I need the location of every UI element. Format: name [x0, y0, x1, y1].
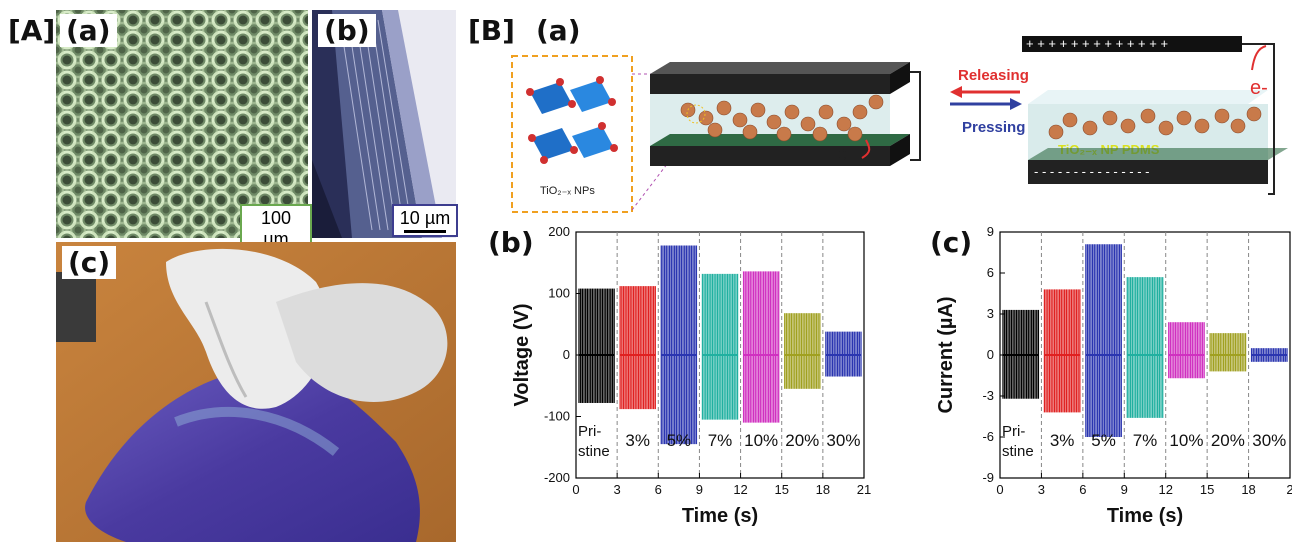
segment-label: 3% [1050, 431, 1075, 450]
x-tick-label: 0 [996, 482, 1003, 497]
x-axis-label: Time (s) [1107, 505, 1183, 527]
segment-label: 10% [744, 431, 778, 450]
segment-label: 10% [1169, 431, 1203, 450]
chart-c-label: (c) [930, 226, 973, 259]
y-tick-label: -100 [544, 409, 570, 424]
y-tick-label: 200 [548, 224, 570, 239]
x-tick-label: 18 [1241, 482, 1255, 497]
y-tick-label: -200 [544, 470, 570, 485]
series-segment-6 [1250, 348, 1288, 362]
electron-label-left: e- [836, 143, 854, 165]
segment-label: 7% [708, 431, 733, 450]
series-segment-3 [701, 273, 739, 420]
y-tick-label: -6 [982, 429, 994, 444]
series-segment-1 [1043, 289, 1081, 413]
inset-label: TiO₂₋ₓ NPs [540, 185, 595, 197]
x-tick-label: 6 [655, 482, 662, 497]
y-axis-label: Current (µA) [935, 296, 957, 413]
x-tick-label: 2 [1286, 482, 1292, 497]
series-segment-2 [660, 245, 698, 445]
x-tick-label: 9 [696, 482, 703, 497]
crystal-structure-icon [526, 76, 618, 164]
x-tick-label: 18 [816, 482, 830, 497]
series-segment-6 [825, 331, 862, 377]
x-tick-label: 12 [733, 482, 747, 497]
minus-charges: - - - - - - - - - - - - - - - [1034, 164, 1150, 179]
y-tick-label: 9 [987, 224, 994, 239]
current-chart: Pri-stine 3% 5% 7% 10% 20% 30% 0 3 6 9 12 15 18 2 -9 -6 -… [935, 224, 1292, 527]
pressing-label: Pressing [962, 119, 1025, 136]
segment-label: 20% [785, 431, 819, 450]
chart-b-label: (b) [488, 226, 534, 259]
x-tick-label: 3 [614, 482, 621, 497]
segment-label: 3% [625, 431, 650, 450]
series-segment-4 [1168, 322, 1205, 379]
sem-nanotube-image [56, 10, 308, 238]
plus-charges: + + + + + + + + + + + + + [1026, 36, 1168, 51]
panel-a-b-label: (b) [318, 14, 376, 47]
segment-label: 30% [826, 431, 860, 450]
y-axis-label: Voltage (V) [511, 304, 533, 407]
panel-a-c-label: (c) [62, 246, 117, 279]
y-tick-label: 0 [563, 347, 570, 362]
series-segment-5 [1209, 333, 1247, 372]
x-tick-label: 21 [857, 482, 871, 497]
segment-label: Pri- [578, 423, 601, 440]
x-tick-label: 15 [774, 482, 788, 497]
series-segment-5 [784, 313, 821, 389]
series-segment-0 [578, 288, 615, 403]
y-tick-label: 3 [987, 306, 994, 321]
y-tick-label: 0 [987, 347, 994, 362]
scale-bar-text: 10 µm [399, 208, 451, 228]
panel-a-a-label: (a) [60, 14, 117, 47]
series-segment-3 [1126, 277, 1164, 418]
segment-label: Pri- [1002, 423, 1025, 440]
series-segment-2 [1085, 244, 1122, 437]
segment-label: 5% [1091, 431, 1116, 450]
y-tick-label: -9 [982, 470, 994, 485]
x-tick-label: 0 [572, 482, 579, 497]
x-tick-label: 12 [1158, 482, 1172, 497]
electron-label-right: e- [1250, 77, 1268, 99]
sem-cross-section-image [312, 10, 456, 238]
panel-b-a-label: (a) [536, 14, 581, 47]
x-tick-label: 3 [1038, 482, 1045, 497]
series-segment-0 [1002, 309, 1040, 399]
panel-b-label: [B] [468, 14, 515, 47]
x-tick-label: 9 [1121, 482, 1128, 497]
segment-label: 30% [1252, 431, 1286, 450]
releasing-label: Releasing [958, 67, 1029, 84]
x-tick-label: 6 [1079, 482, 1086, 497]
segment-label: 7% [1133, 431, 1158, 450]
x-axis-label: Time (s) [682, 505, 758, 527]
segment-label: 5% [667, 431, 692, 450]
y-tick-label: 6 [987, 265, 994, 280]
tribo-schematic: TiO₂₋ₓ NPs e- Releasing Pressing [510, 34, 1290, 220]
x-tick-label: 15 [1200, 482, 1214, 497]
segment-label: stine [1002, 443, 1034, 460]
scale-bar-10um: 10 µm [392, 204, 458, 237]
y-tick-label: 100 [548, 286, 570, 301]
segment-label: 20% [1211, 431, 1245, 450]
voltage-chart: Pri-stine 3% 5% 7% 10% 20% 30% 0 3 6 9 12 15 18 21 -200… [511, 224, 871, 527]
series-segment-1 [619, 286, 656, 410]
series-segment-4 [742, 271, 780, 423]
y-tick-label: -3 [982, 388, 994, 403]
flexible-foil-photo [56, 242, 456, 542]
panel-a-label: [A] [8, 14, 56, 47]
segment-label: stine [578, 443, 610, 460]
